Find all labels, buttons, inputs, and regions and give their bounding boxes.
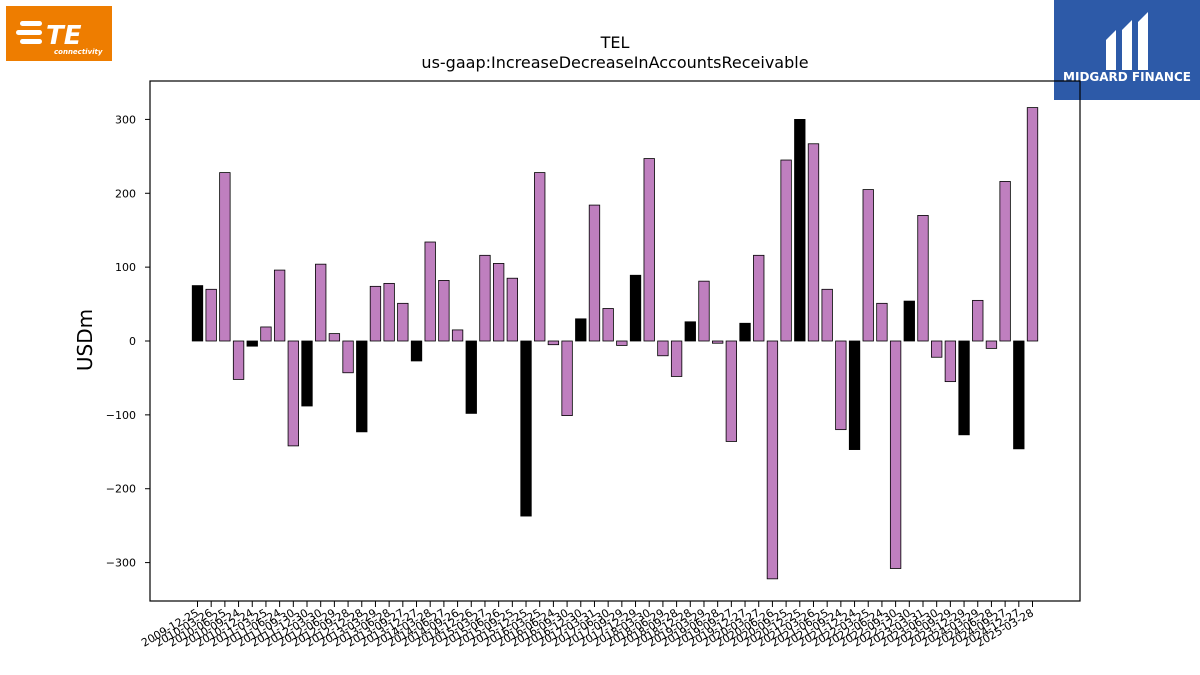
bar-2020-09-25 [780, 159, 792, 342]
bar-2022-03-25 [862, 189, 874, 342]
bar-2023-06-30 [931, 340, 943, 358]
bar-2016-06-24 [547, 340, 560, 346]
midgard-finance-logo: MIDGARD FINANCE [1054, 0, 1200, 100]
bar-2020-12-25 [794, 119, 806, 342]
bar-2016-12-30 [575, 318, 587, 342]
bar-2023-09-29 [944, 340, 957, 383]
bar-2015-12-25 [520, 340, 532, 517]
bar-2020-06-26 [766, 340, 779, 580]
bar-2011-09-30 [287, 340, 299, 447]
y-tick-label: −200 [106, 483, 136, 496]
bar-2009-12-25 [191, 285, 204, 342]
chart-title: TEL [600, 33, 630, 52]
x-axis: 2009-12-252010-03-262010-06-252010-09-24… [139, 601, 1036, 650]
midgard-logo-mark [1138, 12, 1148, 70]
bar-2024-03-29 [972, 299, 984, 342]
bar-2017-12-29 [629, 274, 642, 342]
bar-2014-12-26 [465, 340, 477, 414]
bar-2023-12-29 [958, 340, 970, 436]
bar-2017-03-31 [588, 204, 601, 342]
bar-2013-03-29 [369, 285, 382, 342]
bar-2015-03-27 [479, 254, 491, 342]
y-tick-label: 100 [115, 261, 136, 274]
bar-2021-06-25 [821, 288, 833, 342]
plot-frame [149, 80, 1081, 602]
bar-2016-03-25 [534, 172, 546, 342]
bar-2018-12-28 [684, 321, 696, 342]
bar-2015-06-26 [492, 263, 505, 342]
bar-2014-06-27 [438, 280, 450, 342]
bar-2017-06-30 [602, 308, 614, 342]
bar-2020-03-27 [753, 254, 765, 342]
bar-2019-06-28 [712, 340, 724, 344]
bar-2016-09-30 [561, 340, 573, 416]
bar-2024-09-27 [999, 181, 1011, 342]
bar-2013-06-28 [383, 282, 395, 342]
bars-group [191, 107, 1039, 580]
bar-2024-12-27 [1013, 340, 1025, 450]
te-logo-stripe [16, 30, 42, 35]
bar-2011-06-24 [273, 269, 286, 342]
bar-2013-09-27 [397, 302, 409, 342]
bar-2010-12-24 [246, 340, 258, 347]
y-tick-label: −300 [106, 557, 136, 570]
y-tick-label: 200 [115, 187, 136, 200]
bar-2022-09-30 [889, 340, 902, 569]
bar-2021-12-24 [848, 340, 861, 450]
y-tick-label: 300 [115, 113, 136, 126]
te-connectivity-logo: TE connectivity [6, 6, 112, 61]
bar-2022-12-30 [903, 300, 915, 342]
bar-2019-09-27 [725, 340, 737, 442]
y-tick-label: 0 [129, 335, 136, 348]
bar-2021-09-24 [835, 340, 847, 431]
bar-2014-09-26 [451, 329, 464, 342]
bar-2025-03-28 [1026, 107, 1039, 342]
te-logo-stripe [20, 21, 42, 26]
bar-2012-12-28 [356, 340, 368, 433]
bar-2018-03-30 [643, 158, 655, 342]
bar-2012-09-28 [342, 340, 354, 374]
midgard-logo-mark [1106, 30, 1116, 70]
te-logo-stripe [20, 39, 42, 44]
bar-2010-09-24 [232, 340, 245, 380]
bar-2019-03-29 [698, 280, 710, 342]
te-logo-subtext: connectivity [54, 48, 103, 56]
bar-2012-06-29 [328, 333, 341, 342]
midgard-logo-mark [1122, 20, 1132, 70]
bar-2010-03-26 [205, 288, 217, 342]
y-axis-label: USDm [73, 309, 97, 371]
bar-2019-12-27 [739, 322, 751, 342]
bar-2015-09-25 [506, 277, 518, 342]
te-logo-text: TE [46, 21, 82, 51]
bar-2023-03-31 [917, 215, 929, 342]
chart-subtitle: us-gaap:IncreaseDecreaseInAccountsReceiv… [421, 53, 808, 72]
y-axis: −300 −200 −100 0 100 200 300 [106, 113, 150, 570]
y-tick-label: −100 [106, 409, 136, 422]
bar-2013-12-27 [410, 340, 423, 362]
midgard-logo-text: MIDGARD FINANCE [1063, 70, 1191, 84]
bar-2018-06-29 [657, 340, 669, 357]
bar-2022-06-24 [876, 302, 888, 342]
bar-2012-03-30 [315, 263, 327, 342]
bar-2011-03-25 [260, 326, 272, 342]
bar-2014-03-28 [424, 241, 436, 342]
bar-2010-06-25 [219, 172, 231, 342]
bar-2018-09-28 [670, 340, 683, 377]
bar-2011-12-30 [301, 340, 313, 407]
bar-2024-06-28 [985, 340, 998, 349]
bar-2021-03-26 [807, 143, 820, 342]
bar-2017-09-29 [616, 340, 628, 346]
